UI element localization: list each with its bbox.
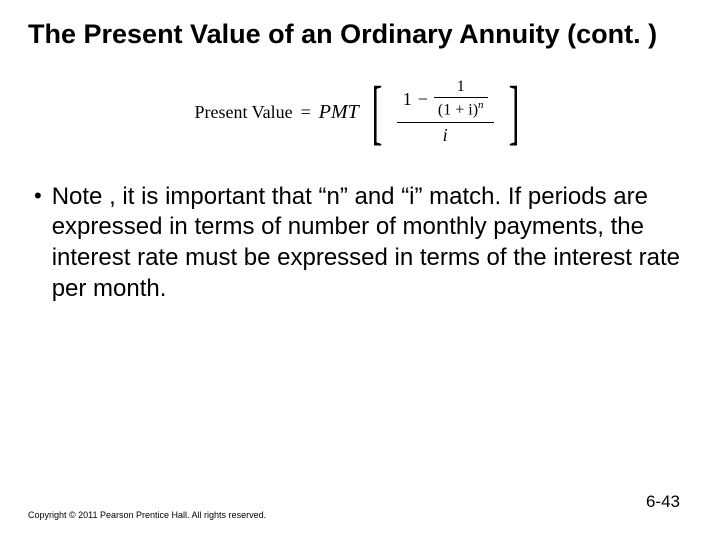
- formula-lhs: Present Value: [194, 102, 292, 123]
- inner-numerator: 1: [453, 78, 469, 97]
- equals-sign: =: [299, 102, 313, 123]
- right-bracket: ]: [508, 87, 519, 137]
- inner-fraction: 1 (1 + i)n: [434, 78, 488, 119]
- slide-title: The Present Value of an Ordinary Annuity…: [28, 18, 692, 50]
- formula-pmt: PMT: [319, 101, 359, 124]
- copyright-text: Copyright © 2011 Pearson Prentice Hall. …: [28, 510, 266, 520]
- slide: The Present Value of an Ordinary Annuity…: [0, 0, 720, 540]
- outer-fraction: 1 − 1 (1 + i)n i: [397, 78, 494, 145]
- pv-formula: Present Value = PMT [ 1 − 1 (1 + i)n: [194, 78, 525, 145]
- bullet-item: • Note , it is important that “n” and “i…: [28, 182, 692, 305]
- left-bracket: [: [371, 87, 382, 137]
- outer-numerator: 1 − 1 (1 + i)n: [397, 78, 494, 121]
- inner-denom-exponent: n: [478, 99, 484, 111]
- inner-denominator: (1 + i)n: [434, 98, 488, 119]
- bullet-text: Note , it is important that “n” and “i” …: [52, 182, 686, 305]
- outer-denominator: i: [437, 123, 454, 146]
- bullet-marker: •: [34, 182, 42, 210]
- numerator-one: 1: [403, 89, 412, 110]
- page-number: 6-43: [646, 492, 680, 512]
- formula-region: Present Value = PMT [ 1 − 1 (1 + i)n: [28, 78, 692, 145]
- minus-sign: −: [418, 89, 428, 110]
- inner-denom-base: (1 + i): [438, 102, 478, 119]
